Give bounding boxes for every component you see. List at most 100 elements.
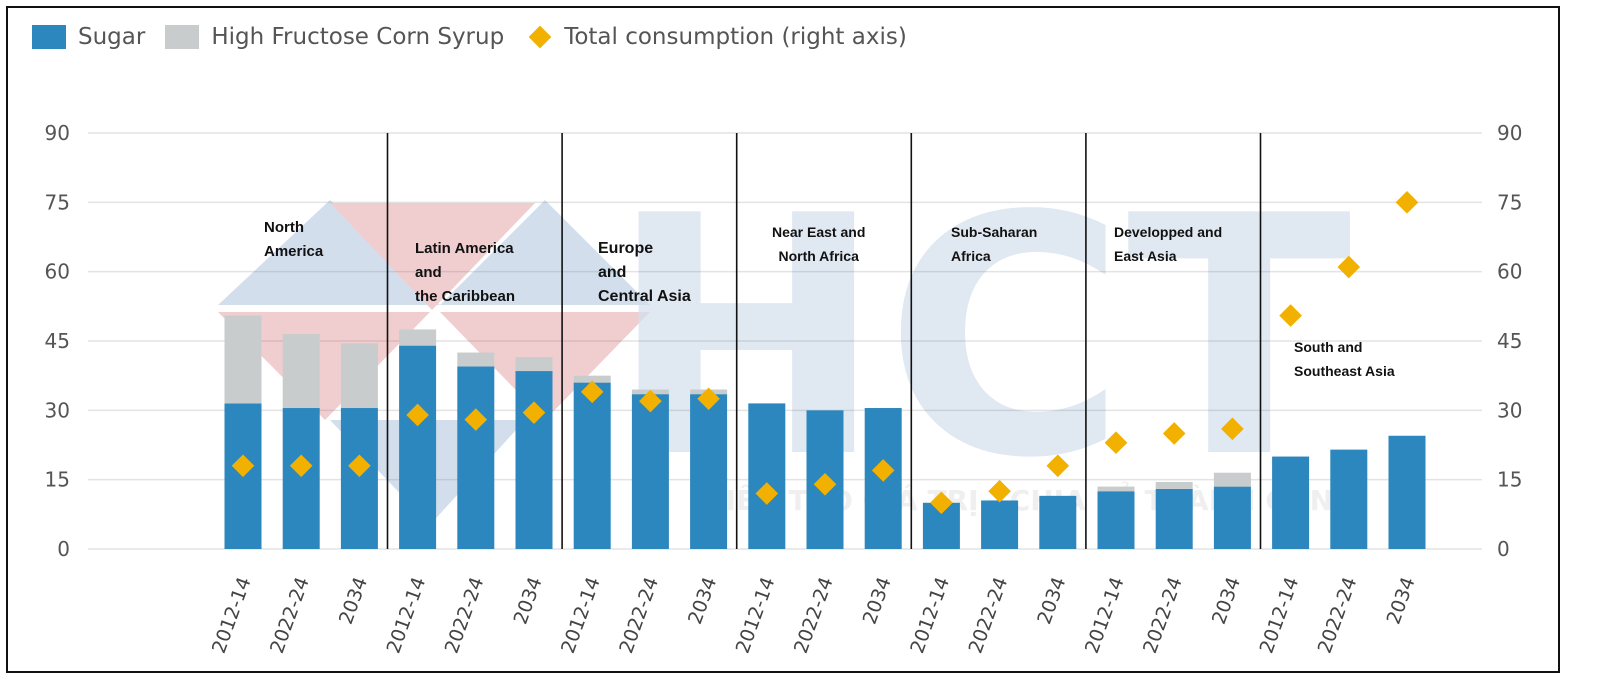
sugar-bar <box>399 345 437 549</box>
x-tick-label: 2022-24 <box>1314 574 1362 656</box>
sugar-bar <box>690 394 728 549</box>
x-tick-label: 2022-24 <box>1139 574 1187 656</box>
sugar-bar <box>573 382 611 549</box>
total-consumption-marker <box>1046 454 1070 478</box>
region-label: Sub-Saharan Africa <box>951 224 1038 264</box>
watermark-shape <box>440 200 650 305</box>
sugar-bar <box>1388 435 1426 549</box>
sugar-bar <box>1213 486 1251 549</box>
total-consumption-marker <box>813 472 837 496</box>
total-consumption-marker <box>639 389 662 413</box>
x-tick-label: 2012-14 <box>1081 574 1129 656</box>
x-tick-label: 2022-24 <box>266 574 314 656</box>
hfcs-bar <box>457 352 495 367</box>
y-tick-label: 45 <box>45 329 70 353</box>
watermark-shape <box>330 203 535 310</box>
watermark-shape <box>218 312 430 420</box>
x-tick-label: 2034 <box>1208 574 1245 627</box>
x-tick-label: 2034 <box>859 574 896 627</box>
total-consumption-marker <box>464 408 488 431</box>
x-tick-label: 2022-24 <box>441 574 489 656</box>
total-consumption-marker <box>755 482 779 505</box>
x-tick-label: 2034 <box>509 574 546 627</box>
sugar-bar <box>340 408 378 549</box>
total-consumption-marker <box>871 459 895 482</box>
x-tick-label: 2022-24 <box>790 574 838 656</box>
region-label: Latin America and the Caribbean <box>415 240 516 305</box>
legend: Sugar High Fructose Corn Syrup Total con… <box>32 24 927 50</box>
hfcs-swatch <box>165 25 200 49</box>
hfcs-bar <box>515 357 553 372</box>
hfcs-bar <box>224 315 262 404</box>
total-consumption-marker <box>406 403 429 427</box>
legend-hfcs: High Fructose Corn Syrup <box>165 24 504 50</box>
y-tick-label: 75 <box>45 190 70 214</box>
hfcs-bar <box>282 334 320 409</box>
legend-label: Total consumption (right axis) <box>564 24 907 50</box>
sugar-bar <box>1097 491 1135 549</box>
legend-label: Sugar <box>78 24 146 50</box>
x-tick-label: 2012-14 <box>208 574 256 656</box>
y-tick-label: 30 <box>45 398 70 422</box>
total-consumption-marker <box>1337 255 1361 279</box>
y2-tick-label: 0 <box>1497 537 1510 561</box>
y-tick-label: 15 <box>45 468 70 492</box>
hfcs-bar <box>340 343 378 409</box>
x-tick-label: 2022-24 <box>615 574 663 656</box>
y-tick-label: 90 <box>45 121 70 145</box>
hfcs-bar <box>1213 472 1251 487</box>
total-consumption-marker <box>1162 422 1186 445</box>
total-consumption-marker <box>930 491 953 515</box>
y2-tick-label: 90 <box>1497 121 1522 145</box>
total-consumption-marker <box>697 387 720 411</box>
y-tick-label: 60 <box>45 260 70 284</box>
total-consumption-marker <box>1104 431 1128 455</box>
sugar-bar <box>457 366 495 549</box>
y-tick-label: 0 <box>57 537 70 561</box>
region-label: Developped and East Asia <box>1114 224 1223 264</box>
sugar-bar <box>282 408 320 549</box>
sugar-swatch <box>32 25 66 49</box>
y2-tick-label: 30 <box>1497 398 1522 422</box>
y2-tick-label: 60 <box>1497 260 1522 284</box>
watermark-text: HCT <box>608 146 1353 530</box>
total-consumption-marker <box>348 454 371 478</box>
total-consumption-marker <box>1221 417 1244 441</box>
x-tick-label: 2022-24 <box>964 574 1012 656</box>
sugar-bar <box>631 394 669 549</box>
x-tick-label: 2012-14 <box>382 574 430 656</box>
region-label: Near East and North Africa <box>772 224 866 264</box>
sugar-bar <box>515 371 553 549</box>
x-tick-label: 2034 <box>1033 574 1070 627</box>
hfcs-bar <box>573 375 611 383</box>
x-tick-label: 2012-14 <box>732 574 780 656</box>
total-consumption-marker <box>580 380 604 404</box>
legend-label: High Fructose Corn Syrup <box>211 24 505 50</box>
legend-total: Total consumption (right axis) <box>524 24 907 50</box>
chart-frame <box>6 6 1560 673</box>
region-label: Europe and Central Asia <box>598 240 691 305</box>
total-consumption-marker <box>289 454 313 478</box>
region-label: South and Southeast Asia <box>1294 339 1395 379</box>
sugar-bar <box>748 403 786 549</box>
x-tick-label: 2012-14 <box>1255 574 1303 656</box>
region-label: North America <box>264 219 324 260</box>
watermark-shape <box>218 200 440 305</box>
sugar-bar <box>981 500 1019 549</box>
legend-sugar: Sugar <box>32 24 145 50</box>
x-tick-label: 2034 <box>684 574 721 627</box>
y2-tick-label: 15 <box>1497 468 1522 492</box>
y2-tick-label: 75 <box>1497 190 1522 214</box>
x-tick-label: 2034 <box>335 574 372 627</box>
x-tick-label: 2012-14 <box>906 574 954 656</box>
hfcs-bar <box>399 329 437 346</box>
hfcs-bar <box>1155 481 1193 489</box>
sugar-bar <box>1039 495 1077 549</box>
total-consumption-marker <box>1395 191 1419 214</box>
hfcs-bar <box>1097 486 1135 492</box>
x-tick-label: 2012-14 <box>557 574 605 656</box>
y2-tick-label: 45 <box>1497 329 1522 353</box>
sugar-bar <box>1330 449 1368 549</box>
sugar-bar <box>1272 456 1310 549</box>
